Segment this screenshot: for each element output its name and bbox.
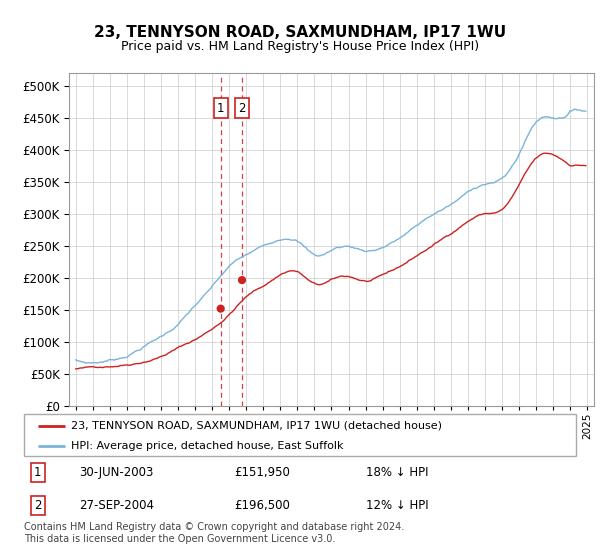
Text: 1: 1: [217, 101, 224, 115]
Text: Contains HM Land Registry data © Crown copyright and database right 2024.
This d: Contains HM Land Registry data © Crown c…: [24, 522, 404, 544]
FancyBboxPatch shape: [24, 414, 576, 456]
Text: 23, TENNYSON ROAD, SAXMUNDHAM, IP17 1WU: 23, TENNYSON ROAD, SAXMUNDHAM, IP17 1WU: [94, 25, 506, 40]
Text: £151,950: £151,950: [234, 465, 290, 479]
Point: [216, 304, 226, 313]
Text: 18% ↓ HPI: 18% ↓ HPI: [366, 465, 429, 479]
Text: 27-SEP-2004: 27-SEP-2004: [79, 498, 154, 512]
Text: 2: 2: [238, 101, 246, 115]
Text: 1: 1: [34, 465, 41, 479]
Text: Price paid vs. HM Land Registry's House Price Index (HPI): Price paid vs. HM Land Registry's House …: [121, 40, 479, 53]
Text: 30-JUN-2003: 30-JUN-2003: [79, 465, 154, 479]
Point: [237, 276, 247, 284]
Text: 2: 2: [34, 498, 41, 512]
Text: 23, TENNYSON ROAD, SAXMUNDHAM, IP17 1WU (detached house): 23, TENNYSON ROAD, SAXMUNDHAM, IP17 1WU …: [71, 421, 442, 431]
Text: 12% ↓ HPI: 12% ↓ HPI: [366, 498, 429, 512]
Text: HPI: Average price, detached house, East Suffolk: HPI: Average price, detached house, East…: [71, 441, 343, 451]
Text: £196,500: £196,500: [234, 498, 290, 512]
